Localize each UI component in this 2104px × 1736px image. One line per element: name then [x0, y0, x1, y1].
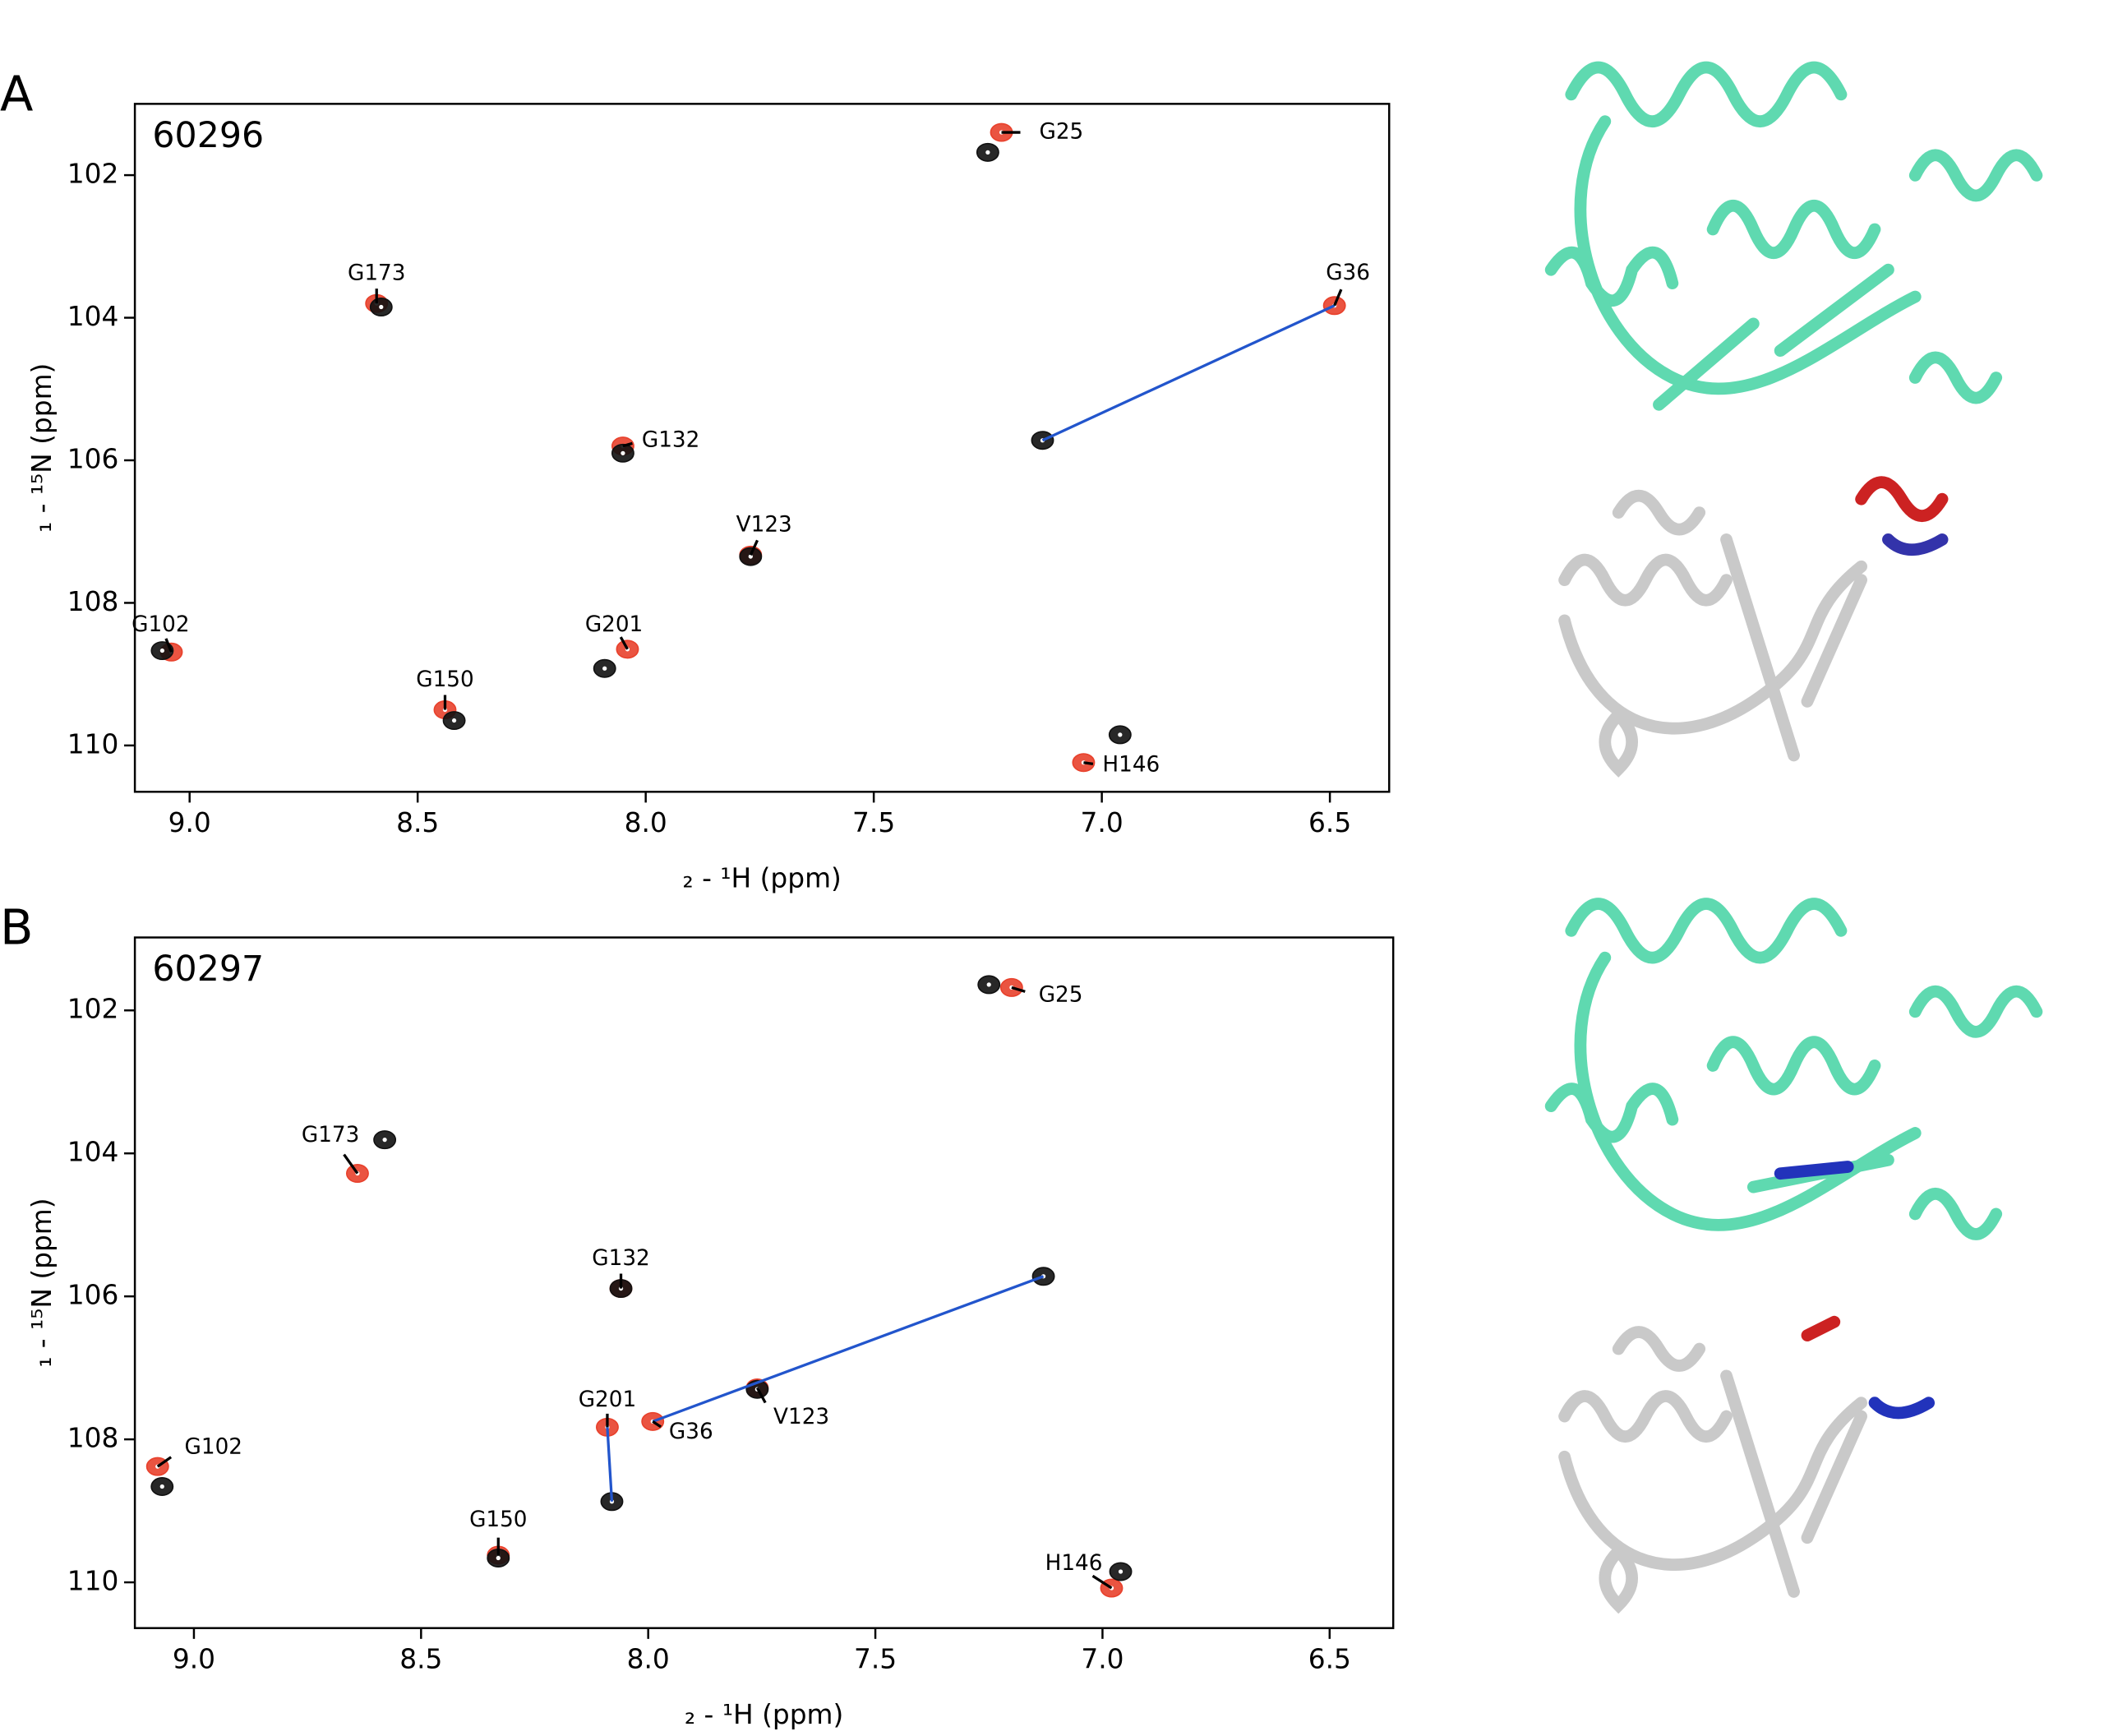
y-tick-label: 102: [67, 994, 119, 1025]
peak-center: [382, 1138, 387, 1143]
label-leader: [1333, 289, 1343, 307]
panel-label: A: [0, 65, 33, 122]
label-leader: [749, 539, 759, 556]
peak-label: G36: [1326, 261, 1370, 285]
y-axis-label: ₁ - ¹⁵N (ppm): [26, 1198, 58, 1367]
shift-line: [1041, 304, 1336, 442]
y-tick-label: 108: [67, 1423, 119, 1454]
peak-label: G173: [348, 261, 405, 286]
peak-label: G25: [1039, 120, 1083, 145]
label-leader: [622, 441, 633, 448]
peak-label: G102: [185, 1435, 242, 1460]
y-tick-label: 108: [67, 586, 119, 617]
label-leader: [343, 1153, 359, 1175]
y-tick-label: 104: [67, 301, 119, 332]
peak-label: G132: [592, 1246, 649, 1271]
label-leader: [652, 1420, 662, 1429]
y-tick-label: 106: [67, 443, 119, 474]
x-tick-label: 9.0: [168, 807, 211, 838]
plot-frame: [133, 103, 1391, 793]
plot-frame: [133, 936, 1395, 1629]
x-tick-label: 7.0: [1081, 807, 1124, 838]
peak-label: G201: [585, 612, 643, 637]
y-tick-label: 110: [67, 1566, 119, 1597]
peak-label: G102: [132, 612, 189, 637]
y-axis-label: ₁ - ¹⁵N (ppm): [26, 363, 58, 533]
x-tick-label: 8.5: [396, 807, 439, 838]
spectrum-id: 60297: [152, 949, 264, 990]
peak-label: H146: [1102, 753, 1160, 778]
peak-center: [1118, 1569, 1124, 1574]
x-tick-label: 6.5: [1308, 807, 1351, 838]
y-tick-label: 106: [67, 1280, 119, 1311]
x-tick-label: 6.5: [1308, 1644, 1351, 1675]
label-leader: [156, 1456, 173, 1468]
label-leader: [1011, 986, 1026, 993]
peak-label: G25: [1039, 983, 1083, 1008]
protein-structure-a: [1544, 61, 2043, 778]
label-leader: [619, 636, 629, 650]
x-tick-label: 8.0: [627, 1644, 670, 1675]
label-leader: [1091, 1574, 1113, 1590]
label-leader: [755, 1387, 767, 1404]
peak-center: [985, 150, 990, 155]
label-leader: [164, 638, 173, 653]
x-tick-label: 7.5: [852, 807, 895, 838]
peak-label: G201: [579, 1387, 636, 1412]
y-tick-label: 104: [67, 1137, 119, 1168]
peak-label: V123: [736, 513, 792, 538]
peak-center: [602, 666, 607, 671]
label-leader: [1083, 761, 1094, 765]
peak-label: G150: [469, 1507, 527, 1532]
peak-center: [1118, 732, 1123, 737]
panel-label: B: [0, 898, 34, 955]
y-tick-label: 110: [67, 728, 119, 760]
x-tick-label: 7.5: [854, 1644, 897, 1675]
x-tick-label: 8.0: [625, 807, 667, 838]
peak-center: [159, 648, 165, 653]
x-tick-label: 9.0: [173, 1644, 215, 1675]
x-axis-label: ₂ - ¹H (ppm): [685, 1699, 843, 1730]
peak-center: [986, 982, 991, 987]
protein-structure-b: [1544, 898, 2043, 1614]
x-tick-label: 8.5: [399, 1644, 442, 1675]
peak-label: G132: [642, 428, 699, 453]
peak-center: [621, 450, 625, 455]
peak-center: [496, 1555, 501, 1561]
peak-label: G150: [416, 667, 473, 692]
peak-center: [451, 718, 457, 723]
shift-line: [606, 1275, 1045, 1502]
y-tick-label: 102: [67, 159, 119, 190]
spectrum-id: 60296: [152, 115, 264, 156]
peak-center: [159, 1484, 164, 1489]
peak-center: [379, 304, 384, 310]
peak-label: H146: [1045, 1551, 1103, 1576]
x-axis-label: ₂ - ¹H (ppm): [683, 862, 842, 893]
peak-label: G173: [302, 1123, 359, 1147]
peak-label: V123: [773, 1405, 829, 1429]
x-tick-label: 7.0: [1081, 1644, 1124, 1675]
peak-label: G36: [669, 1420, 713, 1444]
